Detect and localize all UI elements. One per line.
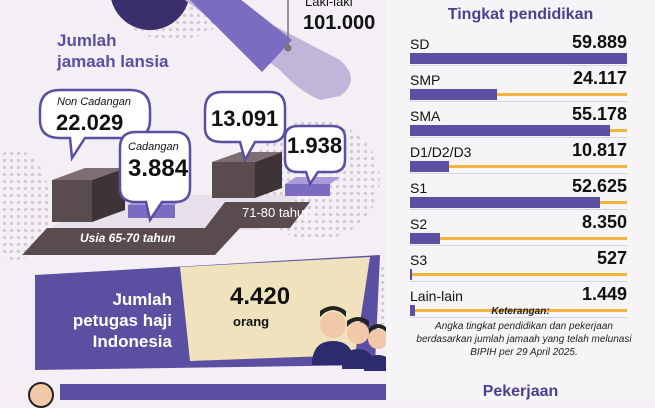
male-pointer-dot — [284, 44, 292, 52]
education-category-label: SMP — [410, 72, 441, 88]
education-value-label: 59.889 — [571, 32, 627, 52]
row-divider — [410, 317, 627, 318]
education-row: SMA 55.178 — [410, 104, 630, 140]
note-text: Angka tingkat pendidikan dan pekerjaan b… — [416, 321, 632, 358]
education-row: S3 527 — [410, 248, 630, 284]
education-value-label: 8.350 — [581, 212, 627, 232]
non-cadangan-label: Non Cadangan — [57, 96, 132, 108]
education-value-label: 55.178 — [571, 104, 627, 124]
gender-segment-dark — [190, 0, 292, 72]
education-title: Tingkat pendidikan — [447, 6, 594, 23]
age-band-2 — [205, 202, 310, 228]
education-bar-track — [410, 93, 627, 96]
male-value: 101.000 — [303, 12, 376, 34]
petugas-band — [35, 255, 386, 371]
education-row: S2 8.350 — [410, 212, 630, 248]
bubble-non-cadangan-1 — [38, 88, 152, 162]
petugas-title: Jumlah petugas haji Indonesia — [72, 290, 172, 351]
education-bar-track — [410, 165, 627, 168]
education-bar-track — [410, 273, 627, 276]
education-bar — [410, 305, 416, 316]
cadangan-value-1: 3.884 — [128, 155, 189, 182]
education-bar — [410, 89, 498, 100]
row-divider — [410, 101, 627, 102]
education-row: Lain-lain 1.449 — [410, 284, 630, 320]
lansia-graphic — [22, 88, 347, 255]
petugas-value: 4.420 — [230, 283, 291, 310]
education-bar — [410, 269, 412, 280]
officers-illustration — [312, 306, 386, 371]
education-category-label: Lain-lain — [410, 288, 463, 304]
education-row: S1 52.625 — [410, 176, 630, 212]
age-label-65-70: Usia 65-70 tahun — [80, 231, 176, 245]
education-row: SD 59.889 — [410, 32, 630, 68]
bottom-figure-icon — [28, 382, 54, 408]
row-divider — [410, 65, 627, 66]
education-bar — [410, 125, 610, 136]
education-value-label: 1.449 — [581, 284, 627, 304]
petugas-highlight — [180, 257, 370, 361]
education-bar — [410, 53, 627, 64]
petugas-unit: orang — [233, 314, 270, 329]
cadangan-label: Cadangan — [128, 141, 179, 153]
gender-chart-graphic — [111, 0, 351, 100]
education-category-label: S3 — [410, 252, 428, 268]
education-value-label: 527 — [596, 248, 627, 268]
education-value-label: 24.117 — [572, 68, 627, 88]
box-cadangan-2 — [285, 184, 330, 196]
cadangan-value-2: 1.938 — [287, 133, 343, 158]
education-value-label: 10.817 — [571, 140, 627, 160]
education-category-label: S1 — [410, 180, 428, 196]
row-divider — [410, 245, 627, 246]
bottom-strip — [60, 384, 386, 400]
row-divider — [410, 281, 627, 282]
box-non-cadangan-2 — [212, 162, 255, 198]
pekerjaan-title: Pekerjaan — [482, 383, 559, 400]
bubble-non-cadangan-2 — [203, 90, 287, 164]
note-title: Keterangan: — [491, 306, 550, 317]
education-category-label: SD — [410, 36, 430, 52]
education-value-label: 52.625 — [571, 176, 627, 196]
education-bar — [410, 197, 601, 208]
row-divider — [410, 137, 627, 138]
education-bar — [410, 233, 441, 244]
non-cadangan-value-2: 13.091 — [211, 106, 279, 131]
education-row: D1/D2/D3 10.817 — [410, 140, 630, 176]
row-divider — [410, 173, 627, 174]
education-bar-track — [410, 309, 627, 312]
age-label-71-80: 71-80 tahun — [242, 205, 312, 220]
education-bar — [410, 161, 450, 172]
male-label: Laki-laki — [305, 0, 353, 9]
education-category-label: S2 — [410, 216, 428, 232]
education-category-label: D1/D2/D3 — [410, 144, 472, 160]
bubble-cadangan-1 — [118, 130, 192, 224]
lansia-title: Jumlah jamaah lansia — [57, 31, 169, 71]
gender-donut — [111, 0, 189, 30]
education-row: SMP 24.117 — [410, 68, 630, 104]
non-cadangan-value-1: 22.029 — [56, 110, 124, 135]
education-bar-track — [410, 237, 627, 240]
bubble-cadangan-2 — [283, 124, 347, 187]
box-non-cadangan-1 — [52, 180, 92, 222]
row-divider — [410, 209, 627, 210]
age-band-1 — [22, 228, 240, 255]
education-category-label: SMA — [410, 108, 441, 124]
